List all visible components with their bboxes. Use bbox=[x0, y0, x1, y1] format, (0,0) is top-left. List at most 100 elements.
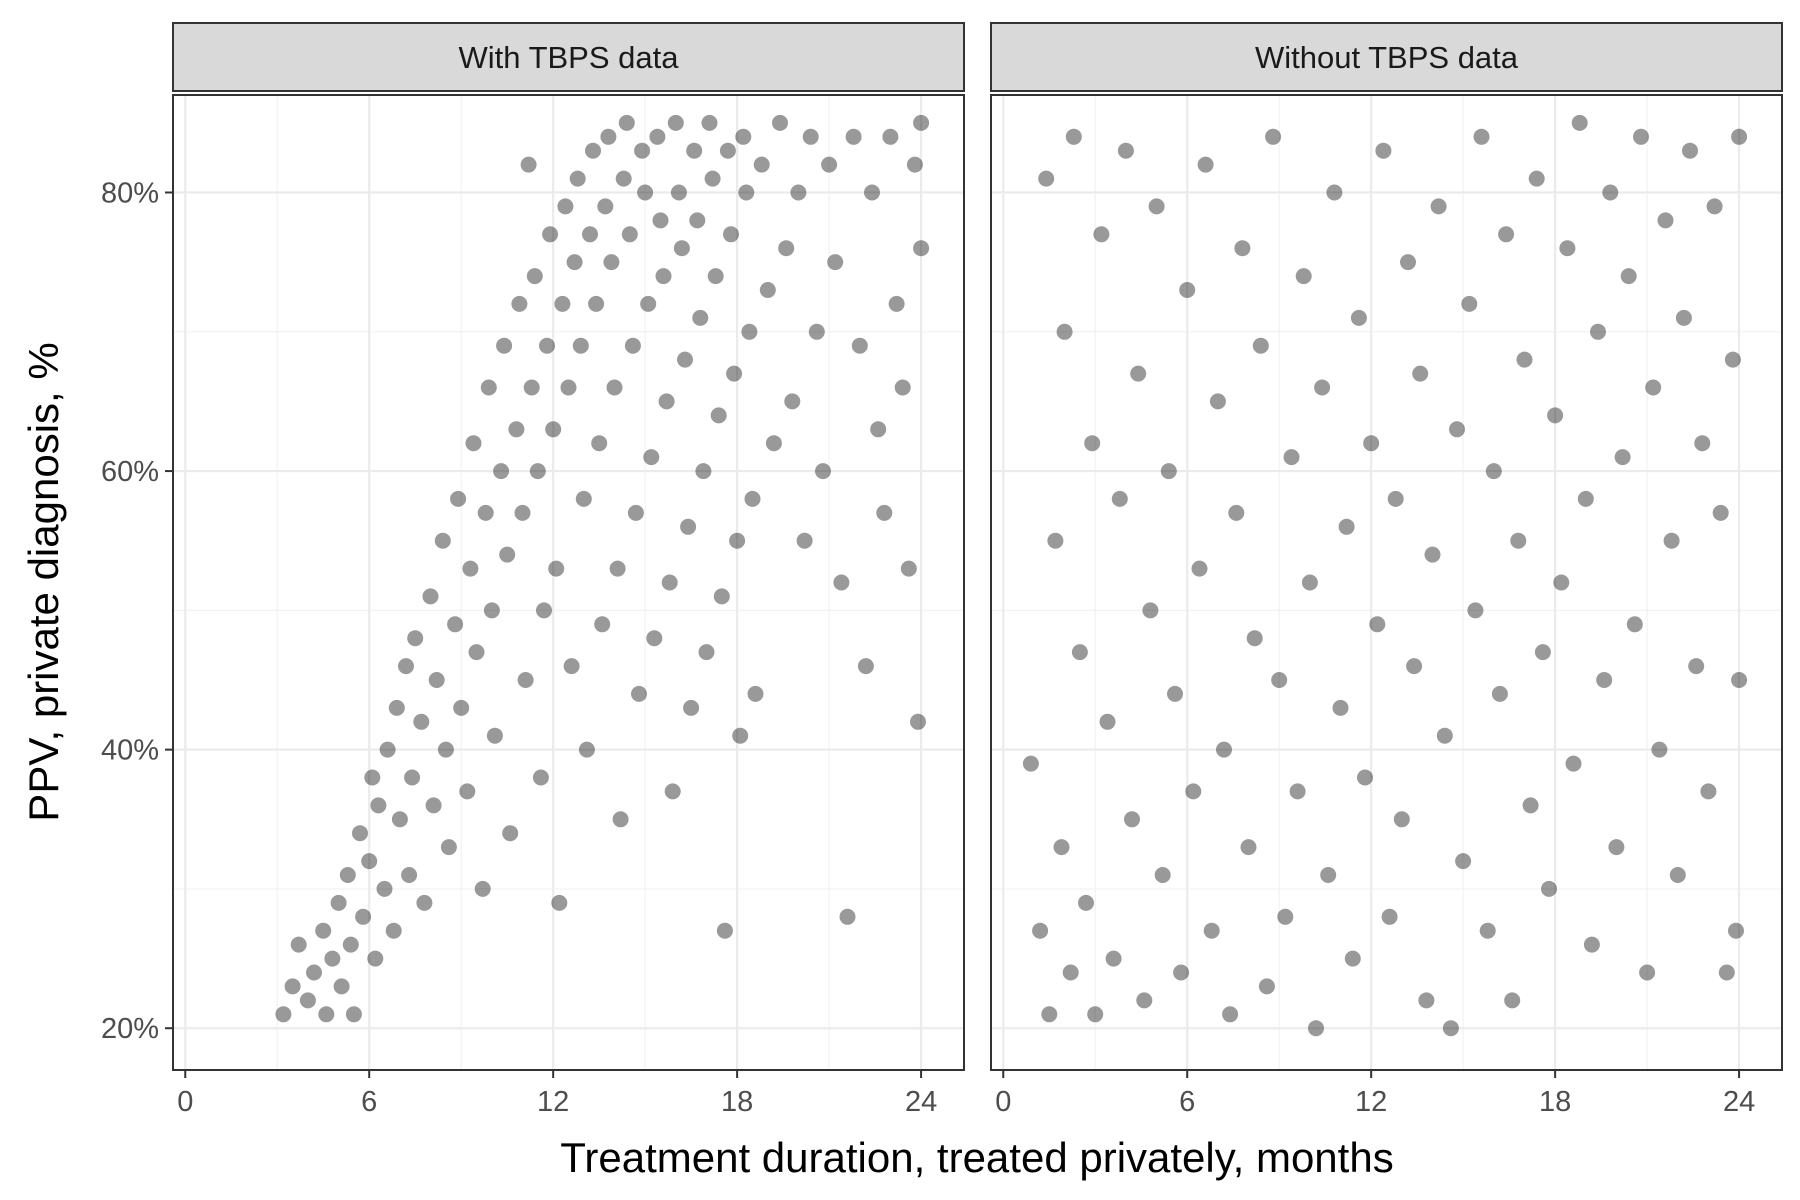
data-point bbox=[379, 741, 396, 758]
data-point bbox=[517, 672, 534, 688]
data-point bbox=[906, 156, 923, 173]
data-point bbox=[1406, 658, 1423, 675]
data-point bbox=[1559, 240, 1576, 257]
data-point bbox=[857, 658, 874, 675]
data-point bbox=[480, 379, 497, 396]
data-point bbox=[1047, 532, 1064, 549]
data-point bbox=[575, 490, 592, 507]
data-point bbox=[900, 560, 917, 577]
data-point bbox=[1240, 839, 1257, 856]
y-axis: 20% 40% 60% 80% bbox=[101, 178, 173, 1045]
data-point bbox=[1111, 490, 1128, 507]
data-point bbox=[1078, 894, 1094, 911]
data-point bbox=[306, 964, 322, 981]
data-point bbox=[719, 142, 736, 159]
data-point bbox=[578, 741, 595, 758]
data-point bbox=[1694, 435, 1711, 452]
data-point bbox=[618, 114, 635, 131]
data-point bbox=[477, 504, 494, 521]
data-point bbox=[275, 1006, 292, 1023]
data-point bbox=[759, 282, 776, 298]
data-point bbox=[1565, 755, 1582, 772]
data-point bbox=[474, 880, 491, 897]
data-point bbox=[1663, 532, 1680, 549]
data-point bbox=[1393, 811, 1410, 828]
data-point bbox=[634, 142, 651, 159]
data-point bbox=[664, 783, 681, 800]
data-point bbox=[591, 435, 608, 452]
data-point bbox=[796, 532, 813, 549]
data-point bbox=[609, 560, 626, 577]
data-point bbox=[367, 950, 384, 967]
data-point bbox=[1669, 867, 1686, 883]
data-point bbox=[413, 713, 430, 730]
data-point bbox=[876, 504, 893, 521]
data-point bbox=[603, 254, 620, 271]
panel-0-strip-label: With TBPS data bbox=[459, 40, 680, 75]
data-point bbox=[1633, 128, 1649, 145]
data-point bbox=[1197, 156, 1214, 173]
data-point bbox=[404, 769, 421, 786]
data-point bbox=[713, 588, 730, 605]
data-point bbox=[615, 170, 632, 187]
data-point bbox=[572, 337, 589, 354]
panel-0-frame bbox=[172, 94, 965, 1071]
data-point bbox=[508, 421, 525, 438]
data-point bbox=[716, 922, 733, 939]
data-point bbox=[493, 463, 510, 480]
data-point bbox=[1295, 268, 1312, 285]
data-point bbox=[680, 518, 697, 535]
data-point bbox=[1320, 867, 1337, 883]
data-point bbox=[1124, 811, 1140, 828]
data-point bbox=[1498, 226, 1515, 243]
data-point bbox=[894, 379, 911, 396]
data-point bbox=[1252, 337, 1269, 354]
data-point bbox=[548, 560, 565, 577]
data-point bbox=[701, 114, 718, 131]
data-point bbox=[888, 295, 905, 312]
data-point bbox=[1675, 309, 1692, 326]
data-point bbox=[428, 672, 445, 688]
data-point bbox=[315, 922, 332, 939]
data-point bbox=[729, 532, 746, 549]
data-point bbox=[483, 602, 500, 619]
data-point bbox=[1326, 184, 1343, 201]
data-point bbox=[600, 128, 617, 145]
data-point bbox=[821, 156, 838, 173]
data-point bbox=[563, 658, 580, 675]
panel-1-frame bbox=[990, 94, 1783, 1071]
data-point bbox=[621, 226, 638, 243]
data-point bbox=[545, 421, 562, 438]
data-point bbox=[1053, 839, 1070, 856]
data-point bbox=[1590, 323, 1606, 340]
data-point bbox=[686, 142, 703, 159]
data-point bbox=[1712, 504, 1729, 521]
data-point bbox=[747, 685, 764, 702]
data-point bbox=[486, 727, 503, 744]
data-point bbox=[284, 978, 301, 995]
data-point bbox=[425, 797, 442, 814]
data-point bbox=[560, 379, 577, 396]
x-tick-label: 0 bbox=[177, 1086, 193, 1118]
y-tick-label: 40% bbox=[101, 735, 159, 767]
data-point bbox=[529, 463, 546, 480]
data-point bbox=[1332, 699, 1349, 716]
data-point bbox=[1105, 950, 1122, 967]
data-point bbox=[870, 421, 887, 438]
panel-1-grid bbox=[991, 95, 1782, 1070]
data-point bbox=[658, 393, 675, 410]
data-point bbox=[1258, 978, 1275, 995]
data-point bbox=[1283, 449, 1300, 466]
data-point bbox=[735, 128, 752, 145]
data-point bbox=[910, 713, 926, 730]
data-point bbox=[1062, 964, 1079, 981]
data-point bbox=[673, 240, 690, 257]
data-point bbox=[582, 226, 598, 243]
x-tick-label: 18 bbox=[1539, 1086, 1571, 1118]
data-point bbox=[1222, 1006, 1239, 1023]
data-point bbox=[1041, 1006, 1058, 1023]
data-point bbox=[1087, 1006, 1104, 1023]
data-point bbox=[710, 407, 727, 424]
data-point bbox=[640, 295, 657, 312]
